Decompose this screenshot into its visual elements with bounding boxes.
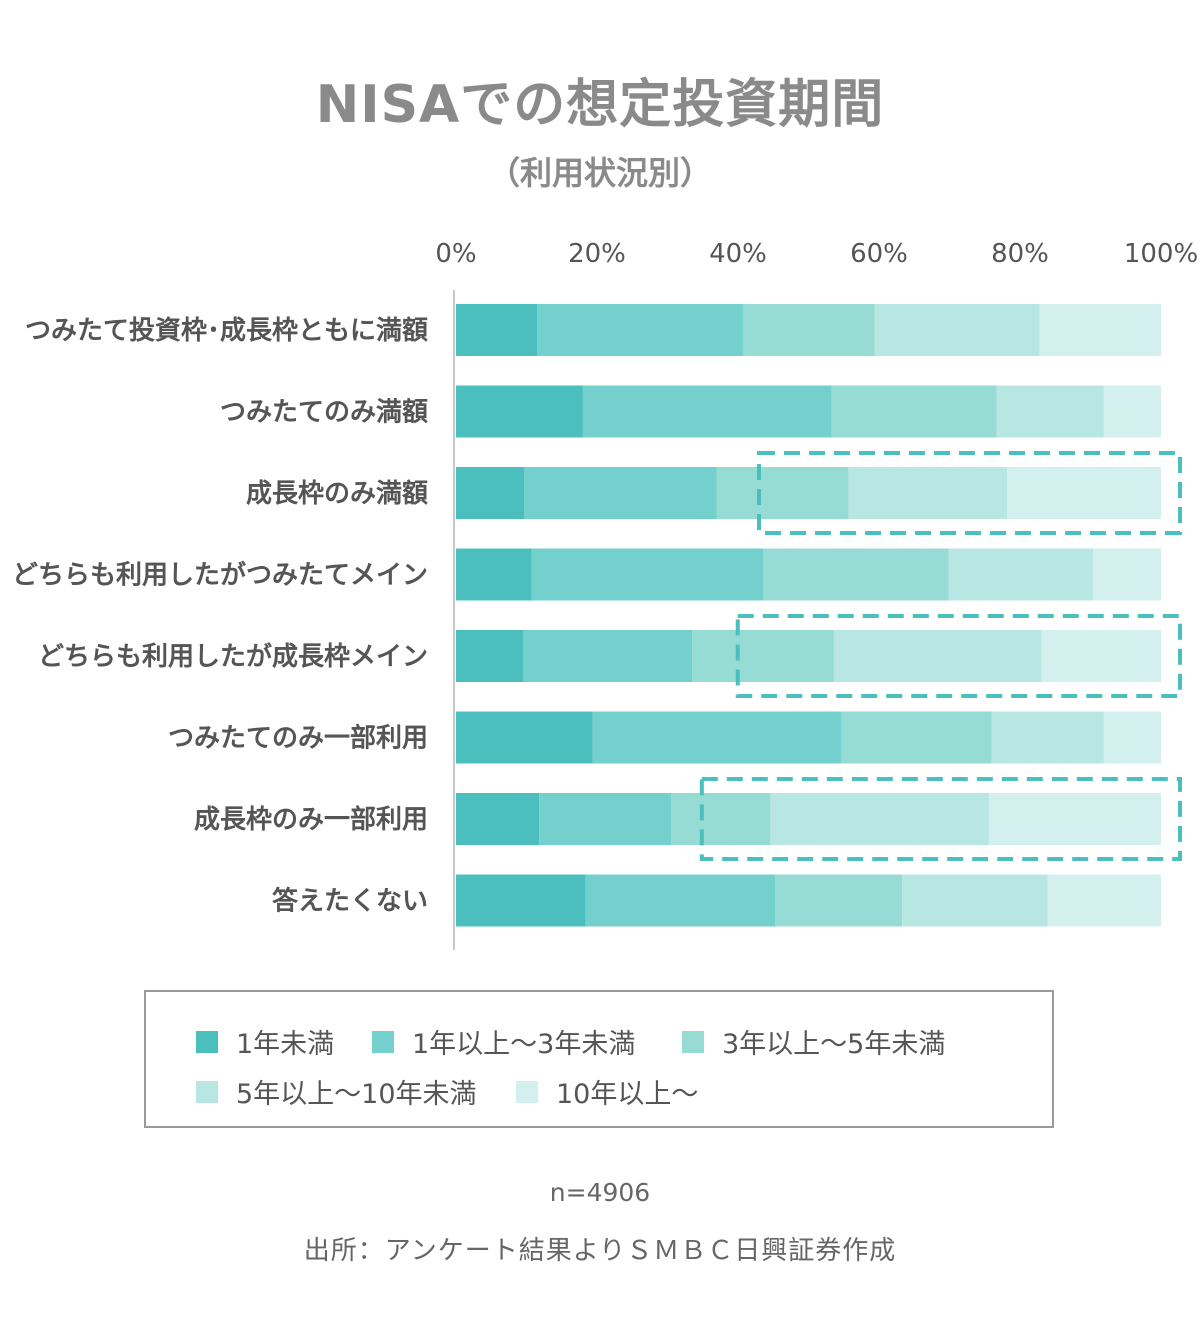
legend-swatch — [196, 1080, 218, 1103]
bar-segment-1 — [456, 548, 532, 601]
legend-label: 5年以上〜10年未満 — [236, 1079, 477, 1110]
legend-item: 10年以上〜 — [516, 1072, 698, 1111]
bar-segment-3 — [775, 874, 903, 927]
legend-swatch — [372, 1030, 394, 1053]
bar-segment-5 — [1093, 548, 1161, 601]
bar-segment-3 — [831, 385, 997, 438]
x-tick-label: 80% — [991, 239, 1049, 269]
bar-segment-4 — [991, 711, 1104, 764]
bar-segment-2 — [582, 385, 832, 438]
bar-segment-2 — [585, 874, 776, 927]
legend-label: 3年以上〜5年未満 — [722, 1029, 946, 1060]
legend-label: 1年以上〜3年未満 — [412, 1029, 636, 1060]
bar-segment-2 — [524, 467, 717, 519]
bar-segment-1 — [456, 793, 540, 845]
chart-title: NISAでの想定投資期間 — [315, 75, 885, 135]
category-label: 成長枠のみ一部利用 — [194, 805, 428, 835]
x-tick-label: 100% — [1124, 239, 1198, 269]
bar-segment-4 — [848, 467, 1008, 519]
category-label: どちらも利用したが成長枠メイン — [38, 641, 428, 672]
category-label: つみたてのみ一部利用 — [168, 724, 428, 754]
category-label: 答えたくない — [272, 886, 428, 917]
bar-segment-2 — [539, 793, 672, 845]
bar-segment-1 — [456, 467, 525, 519]
bar-segment-3 — [763, 548, 949, 601]
bar-segment-3 — [692, 630, 834, 682]
bar-segment-5 — [1041, 630, 1161, 682]
bar-segment-5 — [1103, 711, 1161, 764]
highlight-dashed-box — [735, 614, 1182, 698]
legend-item: 1年未満 — [196, 1022, 334, 1061]
highlight-dashed-box — [756, 451, 1182, 535]
bar-segment-1 — [456, 874, 586, 927]
bar-segment-4 — [770, 793, 989, 845]
bar-segment-2 — [537, 304, 743, 356]
category-label: どちらも利用したがつみたてメイン — [12, 560, 428, 591]
bar-segment-5 — [1007, 467, 1161, 519]
bar-segment-1 — [456, 385, 583, 438]
legend-item: 1年以上〜3年未満 — [372, 1022, 635, 1061]
x-tick-label: 40% — [709, 239, 767, 269]
bar-segment-2 — [592, 711, 842, 764]
bar-segment-4 — [874, 304, 1040, 356]
stacked-bar-chart: 0% 20% 40% 60% 80% 100% つみたて投資枠･成長枠ともに満額つみたてのみ… — [12, 239, 1198, 950]
bar-segment-4 — [902, 874, 1048, 927]
legend-swatch — [196, 1030, 218, 1053]
category-label: 成長枠のみ満額 — [246, 479, 428, 509]
source-note: 出所：アンケート結果よりＳＭＢＣ日興証券作成 — [303, 1236, 897, 1266]
bar-segment-3 — [742, 304, 875, 356]
legend-label: 10年以上〜 — [556, 1079, 699, 1110]
bar-segment-1 — [456, 630, 523, 682]
legend-item: 5年以上〜10年未満 — [196, 1072, 477, 1111]
legend-item: 3年以上〜5年未満 — [682, 1022, 945, 1061]
bar-segment-4 — [833, 630, 1042, 682]
bar-segment-2 — [531, 548, 764, 601]
bar-segment-3 — [716, 467, 849, 519]
legend-swatch — [516, 1080, 538, 1103]
x-tick-label: 0% — [435, 239, 476, 269]
sample-size-note: n=4906 — [549, 1178, 651, 1207]
bar-segment-3 — [671, 793, 771, 845]
chart-legend: 1年未満 1年以上〜3年未満 3年以上〜5年未満 5年以上〜10年未満 10年以上〜 — [144, 990, 1054, 1128]
category-label: つみたてのみ満額 — [220, 398, 428, 428]
legend-label: 1年未満 — [236, 1029, 335, 1060]
x-tick-label: 20% — [568, 239, 626, 269]
bar-segment-4 — [948, 548, 1094, 601]
bar-segment-5 — [1039, 304, 1161, 356]
bar-segment-5 — [1103, 385, 1161, 438]
chart-subtitle: （利用状況別） — [487, 154, 712, 192]
bar-segment-1 — [456, 711, 593, 764]
x-tick-label: 60% — [850, 239, 908, 269]
highlight-dashed-box — [699, 777, 1183, 861]
category-label: つみたて投資枠･成長枠ともに満額 — [25, 316, 428, 346]
bar-segment-2 — [522, 630, 693, 682]
bar-segment-5 — [988, 793, 1161, 845]
bar-segment-1 — [456, 304, 538, 356]
bar-segment-5 — [1047, 874, 1161, 927]
bar-segment-4 — [996, 385, 1104, 438]
bar-segment-3 — [841, 711, 992, 764]
legend-swatch — [682, 1030, 704, 1053]
